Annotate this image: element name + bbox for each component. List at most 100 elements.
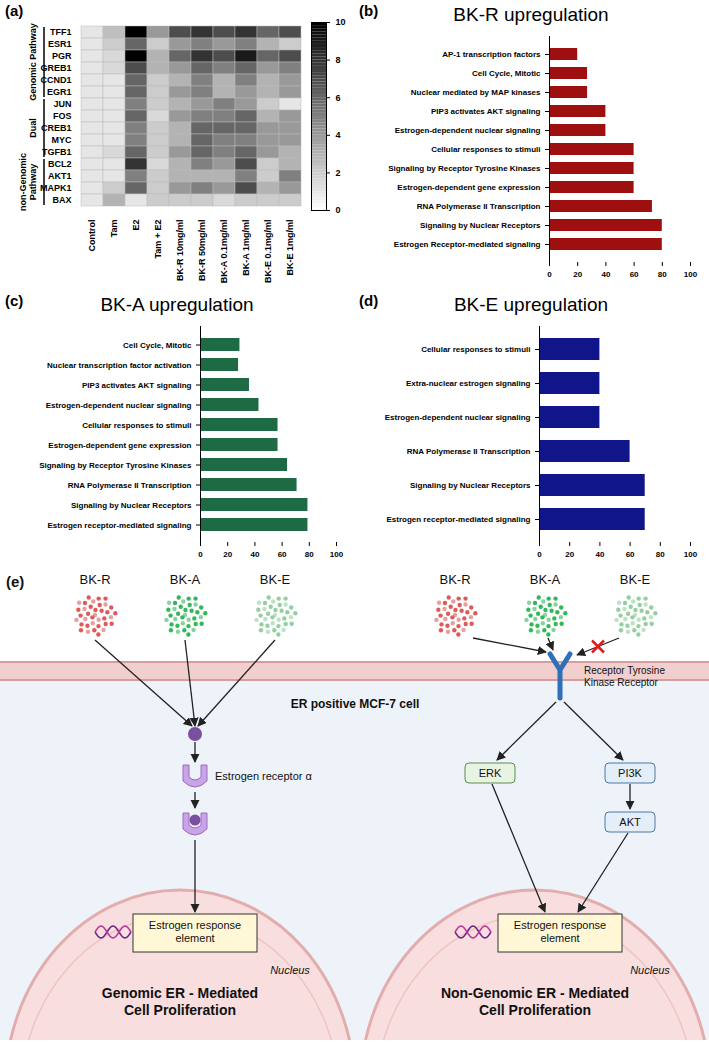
svg-text:80: 80: [656, 550, 665, 559]
svg-text:4: 4: [336, 130, 341, 140]
svg-text:BK-E: BK-E: [260, 572, 291, 587]
svg-text:BK-A: BK-A: [170, 572, 201, 587]
svg-text:Tam + E2: Tam + E2: [153, 220, 163, 259]
svg-text:0: 0: [537, 550, 542, 559]
svg-text:(e): (e): [6, 573, 24, 590]
svg-text:BK-R: BK-R: [79, 572, 110, 587]
svg-text:0: 0: [198, 550, 203, 559]
svg-text:non-GenomicPathway: non-GenomicPathway: [18, 153, 38, 211]
svg-text:80: 80: [305, 550, 314, 559]
html-text:BK-R upregulation: BK-R upregulation: [453, 4, 609, 25]
svg-text:40: 40: [595, 550, 604, 559]
svg-text:Signaling by Receptor Tyrosine: Signaling by Receptor Tyrosine Kinases: [388, 164, 541, 173]
svg-text:Nucleus: Nucleus: [630, 964, 670, 976]
svg-text:BK-A: BK-A: [530, 572, 561, 587]
svg-text:Estrogen-dependent gene expres: Estrogen-dependent gene expression: [48, 441, 191, 450]
svg-text:RNA Polymerase II Transcriptio: RNA Polymerase II Transcription: [417, 202, 541, 211]
svg-text:PGR: PGR: [52, 51, 72, 61]
svg-text:BK-R 50mg/ml: BK-R 50mg/ml: [197, 220, 207, 282]
svg-text:Control: Control: [87, 220, 97, 252]
svg-text:Extra-nuclear estrogen signali: Extra-nuclear estrogen signaling: [406, 379, 531, 388]
svg-text:Signaling by Nuclear Receptors: Signaling by Nuclear Receptors: [420, 221, 541, 230]
svg-text:ER positive MCF-7 cell: ER positive MCF-7 cell: [291, 697, 420, 711]
svg-text:Signaling by Nuclear Receptors: Signaling by Nuclear Receptors: [71, 501, 192, 510]
svg-text:CCND1: CCND1: [40, 75, 71, 85]
svg-text:ESR1: ESR1: [48, 39, 72, 49]
svg-text:EGR1: EGR1: [47, 87, 72, 97]
svg-text:BK-A 0.1mg/ml: BK-A 0.1mg/ml: [219, 220, 229, 284]
svg-text:0: 0: [336, 205, 341, 215]
svg-text:Cellular responses to stimuli: Cellular responses to stimuli: [82, 421, 191, 430]
svg-text:Nuclear transcription factor a: Nuclear transcription factor activation: [47, 361, 192, 370]
html-text:BK-E upregulation: BK-E upregulation: [453, 294, 609, 315]
svg-text:Signaling by Nuclear Receptors: Signaling by Nuclear Receptors: [410, 481, 531, 490]
svg-text:Estrogen-dependent nuclear sig: Estrogen-dependent nuclear signaling: [395, 126, 541, 135]
svg-text:E2: E2: [131, 220, 141, 231]
svg-text:Estrogen receptor-mediated sig: Estrogen receptor-mediated signaling: [47, 521, 191, 530]
svg-text:Cellular responses to stimuli: Cellular responses to stimuli: [431, 145, 540, 154]
svg-text:GREB1: GREB1: [40, 63, 71, 73]
svg-text:Dual: Dual: [28, 118, 38, 138]
svg-text:Estrogen-dependent nuclear sig: Estrogen-dependent nuclear signaling: [385, 413, 531, 422]
svg-text:2: 2: [336, 168, 341, 178]
svg-text:Non-Genomic ER - MediatedCell: Non-Genomic ER - MediatedCell Proliferat…: [441, 985, 629, 1018]
svg-text:BK-E 1mg/ml: BK-E 1mg/ml: [285, 220, 295, 276]
html-text:BK-A upregulation: BK-A upregulation: [100, 294, 254, 315]
svg-text:Estrogen-dependent gene expres: Estrogen-dependent gene expression: [397, 183, 540, 192]
svg-text:BCL2: BCL2: [48, 159, 72, 169]
svg-text:AKT: AKT: [619, 816, 641, 828]
svg-text:Receptor TyrosineKinase Recept: Receptor TyrosineKinase Receptor: [584, 665, 665, 688]
svg-text:100: 100: [330, 550, 344, 559]
svg-text:100: 100: [684, 270, 698, 279]
svg-text:Cell Cycle, Mitotic: Cell Cycle, Mitotic: [123, 341, 192, 350]
svg-text:6: 6: [336, 93, 341, 103]
svg-text:AKT1: AKT1: [48, 171, 72, 181]
svg-text:10: 10: [336, 17, 346, 27]
svg-text:60: 60: [626, 550, 635, 559]
svg-text:TGFB1: TGFB1: [42, 147, 72, 157]
svg-text:8: 8: [336, 55, 341, 65]
svg-text:Estrogen responseelement: Estrogen responseelement: [149, 919, 241, 944]
svg-text:JUN: JUN: [53, 99, 71, 109]
svg-text:80: 80: [658, 270, 667, 279]
svg-text:Estrogen receptor-mediated sig: Estrogen receptor-mediated signaling: [386, 515, 530, 524]
svg-text:100: 100: [684, 550, 698, 559]
svg-text:BK-A 1mg/ml: BK-A 1mg/ml: [241, 220, 251, 276]
svg-text:20: 20: [573, 270, 582, 279]
svg-text:60: 60: [278, 550, 287, 559]
svg-text:AP-1 transcription factors: AP-1 transcription factors: [442, 50, 541, 59]
svg-text:BK-R: BK-R: [439, 572, 470, 587]
svg-text:40: 40: [250, 550, 259, 559]
svg-text:Estrogen-dependent nuclear sig: Estrogen-dependent nuclear signaling: [46, 401, 192, 410]
svg-text:20: 20: [223, 550, 232, 559]
svg-text:PI3K: PI3K: [618, 767, 643, 779]
svg-text:Estrogen receptor α: Estrogen receptor α: [215, 770, 312, 782]
svg-text:BK-E 0.1mg/ml: BK-E 0.1mg/ml: [263, 220, 273, 284]
svg-text:MYC: MYC: [52, 135, 73, 145]
svg-text:Estrogen Receptor-mediated sig: Estrogen Receptor-mediated signaling: [394, 240, 541, 249]
svg-text:FOS: FOS: [53, 111, 72, 121]
svg-text:BK-R 10mg/ml: BK-R 10mg/ml: [175, 220, 185, 282]
svg-text:RNA Polymerase II Transcriptio: RNA Polymerase II Transcription: [68, 481, 192, 490]
svg-text:Genomic ER - MediatedCell Prol: Genomic ER - MediatedCell Proliferation: [102, 985, 258, 1018]
svg-text:Nuclear mediated by MAP kinase: Nuclear mediated by MAP kinases: [411, 88, 541, 97]
svg-text:20: 20: [565, 550, 574, 559]
svg-text:40: 40: [601, 270, 610, 279]
svg-text:Tam: Tam: [109, 220, 119, 238]
svg-text:ERK: ERK: [479, 767, 502, 779]
svg-text:Nucleus: Nucleus: [270, 964, 310, 976]
svg-text:BK-E: BK-E: [620, 572, 651, 587]
svg-text:Signaling by Receptor Tyrosine: Signaling by Receptor Tyrosine Kinases: [39, 461, 192, 470]
svg-text:BAX: BAX: [52, 195, 71, 205]
svg-text:0: 0: [547, 270, 552, 279]
svg-text:Cellular responses to stimuli: Cellular responses to stimuli: [421, 345, 530, 354]
svg-text:PIP3 activates AKT signaling: PIP3 activates AKT signaling: [431, 107, 541, 116]
svg-text:60: 60: [630, 270, 639, 279]
svg-text:Estrogen responseelement: Estrogen responseelement: [514, 919, 606, 944]
svg-text:CREB1: CREB1: [41, 123, 72, 133]
svg-text:Genomic Pathway: Genomic Pathway: [28, 23, 38, 101]
svg-text:Cell Cycle, Mitotic: Cell Cycle, Mitotic: [472, 69, 541, 78]
svg-text:PIP3 activates AKT signaling: PIP3 activates AKT signaling: [82, 381, 192, 390]
svg-text:TFF1: TFF1: [50, 27, 72, 37]
svg-text:RNA Polymerase II Transcriptio: RNA Polymerase II Transcription: [407, 447, 531, 456]
